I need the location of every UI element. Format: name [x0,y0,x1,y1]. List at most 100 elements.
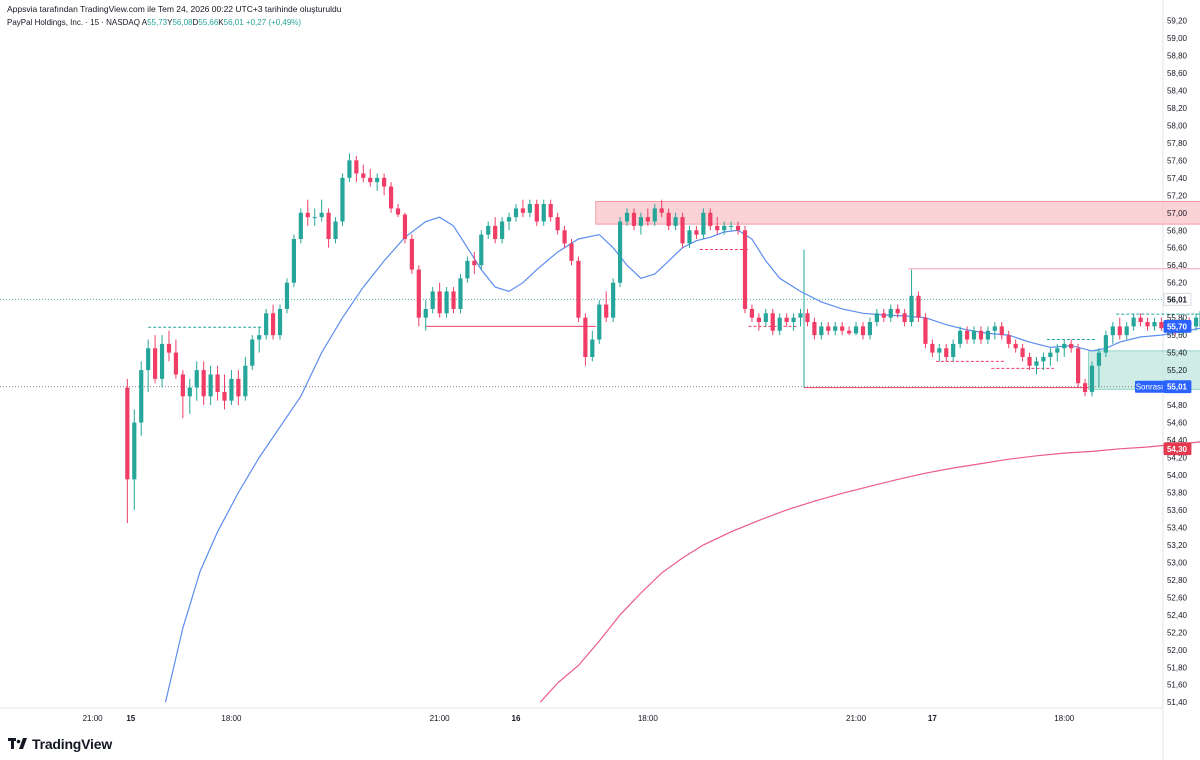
candle-80 [680,212,685,248]
candle-body [444,291,449,314]
y-tick-label-18: 55,60 [1167,331,1188,340]
candle-89 [742,225,748,314]
candle-body [1062,343,1067,349]
candle-5 [159,335,165,388]
candle-26 [305,199,310,226]
y-tick-label-22: 54,80 [1167,401,1188,410]
candle-body [874,313,879,323]
candle-92 [763,308,768,327]
y-tick-label-26: 54,00 [1167,471,1188,480]
candle-body [333,221,338,239]
candle-body [763,313,768,323]
candle-57 [520,199,526,218]
candle-body [923,317,928,344]
y-tick-label-34: 52,40 [1167,611,1188,620]
candle-body [659,208,664,213]
ohlc-label-3: K [218,18,224,27]
ohlc-value-3: 56,01 [223,18,244,27]
candle-41 [409,234,414,274]
y-tick-label-36: 52,00 [1167,646,1188,655]
candle-body [812,322,817,336]
candle-23 [284,278,290,314]
candle-95 [784,313,789,327]
candle-126 [999,322,1004,340]
candle-91 [756,313,761,331]
price-label-bg [1163,319,1192,333]
candle-body [881,313,886,318]
price-label-0: 56,01 [1163,292,1192,306]
price-label-text: 56,01 [1167,295,1188,304]
candle-body [340,177,345,222]
candle-77 [659,199,664,218]
candle-83 [701,208,706,239]
candle-body [597,304,602,340]
candle-body [153,348,158,379]
candle-body [756,317,761,323]
y-tick-label-28: 53,60 [1167,506,1188,515]
candle-body [583,317,588,357]
candle-body [451,291,456,309]
candle-body [1041,356,1046,362]
candle-105 [853,322,859,336]
symbol-name[interactable]: PayPal Holdings, Inc. · 15 · NASDAQ [7,18,140,27]
candle-2 [139,361,144,436]
candle-33 [354,155,359,183]
candle-body [1159,322,1164,329]
candle-body [826,326,831,331]
candle-108 [874,308,879,327]
candle-44 [430,287,435,314]
candle-body [617,221,623,283]
candle-15 [229,370,234,406]
candle-22 [277,304,283,340]
candle-body [604,304,609,318]
candle-body [187,387,192,397]
candle-136 [1069,339,1074,353]
candle-125 [992,322,997,340]
candle-body [735,225,741,231]
candle-112 [902,308,907,327]
candle-19 [257,326,262,353]
candle-body [611,282,616,318]
candle-148 [1152,317,1157,331]
candle-7 [173,339,179,379]
y-tick-label-20: 55,20 [1167,366,1188,375]
candle-75 [645,208,650,226]
candle-68 [597,300,602,344]
candle-body [250,339,255,366]
candle-body [541,204,546,222]
candle-138 [1082,378,1088,397]
candle-body [284,282,290,309]
candle-body [270,313,276,336]
tradingview-brand[interactable]: TradingView [8,736,112,752]
price-label-bg [1163,442,1192,456]
y-tick-label-17: 55,80 [1167,314,1188,323]
candle-body [1055,348,1060,353]
candle-81 [687,225,692,248]
candle-body [895,308,900,314]
candle-body [951,343,956,357]
price-label-text: 55,70 [1167,322,1188,331]
candle-147 [1145,317,1150,331]
symbol-legend[interactable]: PayPal Holdings, Inc. · 15 · NASDAQ A55,… [7,18,301,27]
candle-body [1076,348,1081,384]
candle-body [402,214,408,239]
candle-110 [888,304,893,323]
candle-body [805,313,810,323]
candle-130 [1027,352,1032,371]
candle-103 [840,322,845,336]
candle-body [1103,335,1108,353]
x-tick-label-2: 18:00 [221,714,242,723]
candle-118 [944,343,949,362]
candle-body [1096,352,1102,366]
y-tick-label-3: 58,60 [1167,69,1188,78]
candle-32 [347,153,352,183]
candle-134 [1055,343,1060,362]
candle-body [902,313,907,323]
candle-body [479,234,484,266]
x-tick-label-8: 18:00 [1054,714,1075,723]
candle-body [853,326,859,334]
candle-30 [333,217,338,244]
candle-38 [388,182,394,213]
